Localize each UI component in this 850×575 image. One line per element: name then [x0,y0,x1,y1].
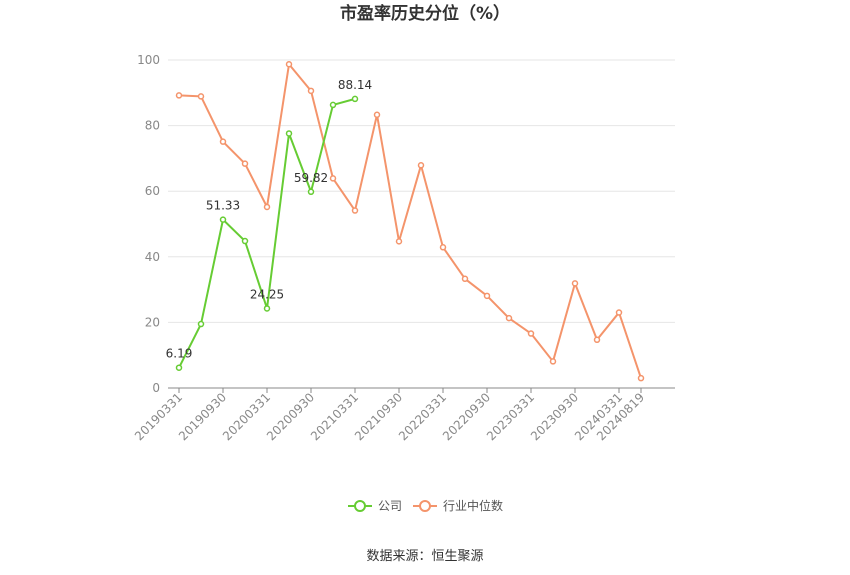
data-point [373,111,381,119]
legend-industry-median-label: 行业中位数 [443,498,503,513]
data-label: 51.33 [206,199,240,213]
data-point [593,336,601,344]
y-axis: 0 20 40 60 80 100 [137,53,160,395]
legend[interactable]: 公司 行业中位数 [348,498,503,513]
data-point [197,93,205,100]
data-point [263,203,271,211]
y-tick-label: 80 [145,119,160,133]
data-point [175,364,183,371]
data-point [461,275,469,283]
y-tick-label: 100 [137,53,160,67]
data-point [197,320,205,328]
data-point [329,101,337,109]
data-label: 6.19 [166,347,193,361]
data-point [439,244,447,251]
y-tick-label: 40 [145,250,160,264]
data-label: 24.25 [250,287,284,301]
data-point [219,138,227,145]
data-point [285,61,293,68]
chart-title: 市盈率历史分位（%） [340,3,510,24]
data-point [637,374,645,382]
data-point [285,130,293,137]
data-point [329,175,337,182]
series-line-industry-median [178,63,642,379]
data-point [307,188,315,196]
data-labels: 6.19 51.33 24.25 59.82 88.14 [166,78,373,361]
data-point [175,92,183,99]
series-line-company [178,97,356,369]
data-point [615,309,623,316]
grid-lines [168,59,675,323]
data-point [549,358,557,365]
data-point [571,280,579,287]
data-point [483,292,491,300]
legend-company-marker [354,500,366,512]
data-point [241,237,249,245]
data-point [263,305,271,312]
y-tick-label: 20 [145,315,160,329]
series-layer [175,61,645,382]
source-note: 数据来源：恒生聚源 [366,549,483,564]
data-point [417,162,425,169]
data-point [395,238,403,245]
data-point [351,207,359,214]
legend-company-label: 公司 [378,499,402,513]
legend-industry-median-marker [419,500,431,512]
data-point [351,95,359,103]
data-point [307,87,315,95]
data-point [527,330,535,337]
data-point [505,314,513,322]
data-point [241,160,249,167]
y-tick-label: 60 [145,184,160,198]
x-axis: 2019033120190930202003312020093020210331… [132,387,675,443]
data-label: 88.14 [338,78,372,92]
data-point [219,216,227,223]
y-tick-label: 0 [152,381,160,395]
data-label: 59.82 [294,171,328,185]
